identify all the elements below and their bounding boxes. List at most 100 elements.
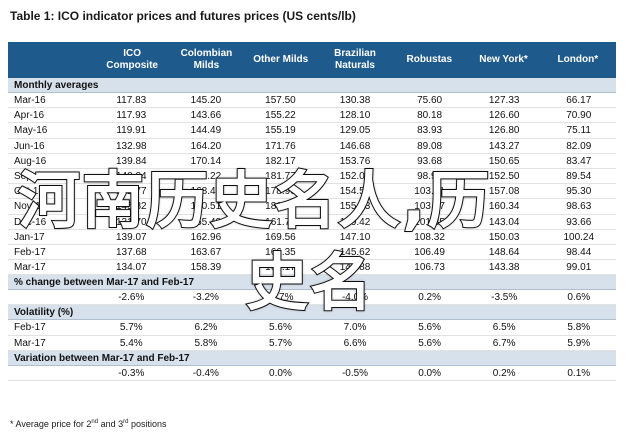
table-cell: 139.42 <box>339 216 371 228</box>
table-cell: 143.27 <box>488 140 520 152</box>
table-cell: 98.63 <box>566 201 592 213</box>
footnote-text-pre: * Average price for 2 <box>10 419 92 429</box>
row-label: Mar-16 <box>14 95 46 106</box>
table-cell: 0.0% <box>418 367 441 379</box>
table-cell: -2.6% <box>118 292 145 304</box>
table-cell: 99.01 <box>566 262 592 274</box>
table-cell: 130.38 <box>339 95 371 106</box>
row-label: Feb-17 <box>14 322 46 334</box>
table-cell: 5.7% <box>119 322 143 334</box>
table-cell: 6.5% <box>492 322 516 334</box>
table-cell: 5.7% <box>269 337 292 349</box>
table-cell: 70.90 <box>566 110 592 122</box>
price-table: ICO Composite Colombian Milds Other Milds Bra… <box>8 42 616 381</box>
column-header: Colombian Milds <box>169 43 243 77</box>
table-cell: 152.50 <box>488 170 520 182</box>
table-cell: 143.04 <box>488 216 520 228</box>
column-header-line: London* <box>557 54 599 65</box>
table-title: Table 1: ICO indicator prices and future… <box>10 9 356 23</box>
table-cell: 150.65 <box>488 155 520 167</box>
table-cell: 5.8% <box>194 337 218 349</box>
column-header-line: Composite <box>106 60 158 71</box>
column-header-label: Brazilian Naturals <box>334 48 376 72</box>
table-cell: 157.08 <box>488 186 520 198</box>
table-cell: 171.76 <box>265 140 296 152</box>
table-cell: 106.49 <box>414 246 445 258</box>
table-cell: 145.20 <box>190 95 222 106</box>
table-cell: -3.2% <box>192 292 219 304</box>
table-row: Feb-17 137.68 163.67 166.35 145.62 106.49 148.… <box>8 245 616 261</box>
table-cell: 6.7% <box>492 337 516 349</box>
table-cell: 170.51 <box>190 201 222 213</box>
table-cell: 162.96 <box>190 231 222 243</box>
table-cell: 80.18 <box>417 110 443 122</box>
column-header-label: ICO Composite <box>106 48 158 72</box>
table-row: Dec-16 131.70 155.49 161.78 139.42 101.85 143.… <box>8 215 616 230</box>
table-cell: 0.6% <box>567 292 591 304</box>
table-cell: 66.17 <box>566 95 592 106</box>
table-cell: 137.68 <box>115 246 147 258</box>
table-body: Monthly averages Mar-16 117.83 145.20 157.50… <box>8 78 616 381</box>
table-cell: 154.51 <box>339 186 371 198</box>
table-cell: 140.04 <box>115 170 147 182</box>
table-cell: 98.44 <box>566 246 592 258</box>
table-cell: 119.91 <box>116 125 147 137</box>
table-cell: 127.33 <box>488 95 520 106</box>
column-header: Other Milds <box>244 43 318 77</box>
table-cell: 0.2% <box>418 292 441 304</box>
table-cell: 139.07 <box>115 231 147 243</box>
table-cell: 152.08 <box>339 170 371 182</box>
table-cell: 145.82 <box>115 201 147 213</box>
table-cell: 155.49 <box>190 216 222 228</box>
table-cell: 5.9% <box>567 337 591 349</box>
table-row: Feb-17 5.7% 6.2% 5.6% 7.0% 5.6% 6.5% 5.8% <box>8 320 616 336</box>
table-cell: 145.62 <box>339 246 371 258</box>
column-header-label: Colombian Milds <box>181 48 233 72</box>
table-cell: 106.73 <box>414 262 445 274</box>
column-header: New York* <box>466 43 540 77</box>
table-cell: 139.84 <box>115 155 147 167</box>
column-header-label: Robustas <box>406 54 452 66</box>
table-cell: 143.66 <box>190 110 222 122</box>
table-cell: 142.77 <box>115 186 147 198</box>
row-label: Nov-16 <box>14 201 47 213</box>
row-label: Dec-16 <box>14 216 47 228</box>
column-header-line: Robustas <box>406 54 453 65</box>
table-cell: 163.17 <box>265 262 296 274</box>
table-cell: 5.8% <box>567 322 591 334</box>
table-header: ICO Composite Colombian Milds Other Milds Bra… <box>8 42 616 78</box>
table-cell: -0.4% <box>192 367 219 379</box>
table-cell: 93.66 <box>566 216 592 228</box>
column-header-label: New York* <box>479 54 528 66</box>
table-cell: 83.47 <box>566 155 592 167</box>
table-cell: 155.19 <box>265 125 296 137</box>
table-cell: 75.60 <box>417 95 443 106</box>
table-cell: 181.77 <box>265 170 296 182</box>
row-label: May-16 <box>14 125 48 137</box>
table-cell: 161.78 <box>265 216 296 228</box>
table-cell: 168.41 <box>190 186 222 198</box>
watermark-line-2: 史名 <box>245 245 375 320</box>
table-cell: 128.10 <box>339 110 371 122</box>
row-label <box>8 290 94 304</box>
table-cell: 95.30 <box>566 186 592 198</box>
table-cell: 160.34 <box>488 201 520 213</box>
table-cell: 117.93 <box>116 110 147 122</box>
column-header-line: Naturals <box>334 60 375 71</box>
row-label: Mar-17 <box>14 337 46 349</box>
table-cell: 100.24 <box>563 231 595 243</box>
section-heading: Variation between Mar-17 and Feb-17 <box>8 350 616 366</box>
column-header: Brazilian Naturals <box>318 43 392 77</box>
row-label <box>8 366 94 380</box>
table-cell: 5.6% <box>418 337 441 349</box>
table-cell: 164.20 <box>190 140 222 152</box>
table-cell: 6.2% <box>194 322 218 334</box>
row-label: Jan-17 <box>14 231 45 243</box>
table-cell: 117.83 <box>116 95 147 106</box>
column-header-line: New York* <box>479 54 528 65</box>
table-cell: 129.05 <box>339 125 371 137</box>
table-row: -0.3% -0.4% 0.0% -0.5% 0.0% 0.2% 0.1% <box>8 366 616 381</box>
table-cell: 126.60 <box>488 110 520 122</box>
table-row: Oct-16 142.77 168.41 178.96 154.51 103.71 157.… <box>8 184 616 200</box>
table-cell: 5.4% <box>119 337 143 349</box>
